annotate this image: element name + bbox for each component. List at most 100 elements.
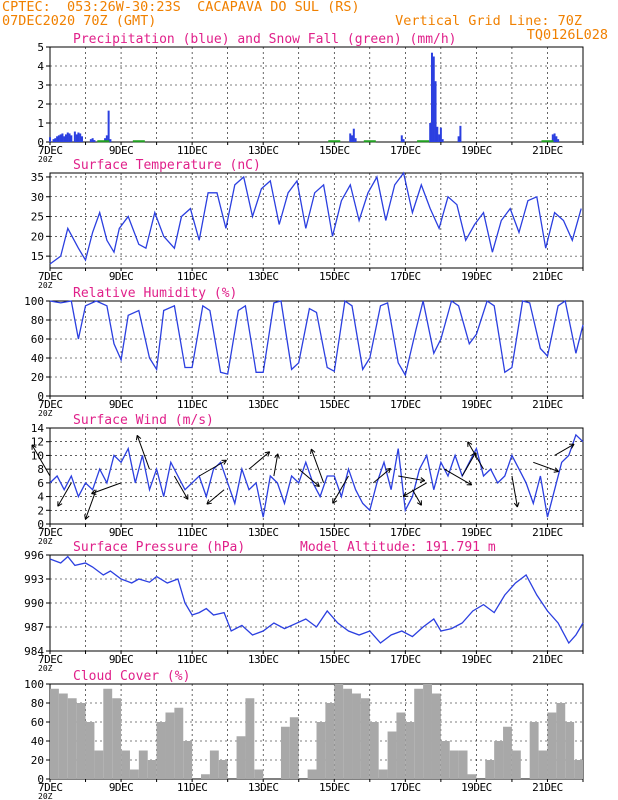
cloud-bar (511, 750, 521, 779)
precip-bar (432, 56, 435, 142)
cloud-bar (147, 760, 157, 779)
wind-arrow-head (91, 489, 96, 494)
wind-arrow (298, 468, 320, 487)
precip-ytick-label: 0 (37, 136, 44, 149)
pressure-stray-label: 20Z (38, 664, 53, 673)
cloud-bar (423, 684, 432, 779)
wind-xtick-label: 19DEC (461, 526, 492, 539)
cloud-bar (85, 722, 95, 779)
pressure-xtick-label: 13DEC (248, 653, 279, 666)
precip-ytick-label: 2 (37, 98, 44, 111)
rh-title: Relative Humidity (%) (73, 286, 237, 301)
cloud-bar (343, 688, 353, 779)
precip-bar (557, 139, 560, 142)
pressure-title: Surface Pressure (hPa) (73, 540, 245, 555)
cloud-bar (201, 774, 210, 779)
wind-arrow-head (223, 459, 227, 465)
wind-arrow-head (310, 448, 316, 453)
precip-bar (80, 136, 83, 142)
precip-xtick-label: 19DEC (461, 144, 492, 157)
temp-ytick-label: 35 (31, 171, 44, 184)
pressure-ytick-label: 987 (24, 621, 44, 634)
wind-xtick-label: 21DEC (532, 526, 563, 539)
precip-bar (349, 133, 352, 142)
precip-bar (75, 134, 78, 142)
cloud-bar (218, 760, 228, 779)
wind-ytick-label: 8 (37, 463, 44, 476)
temp-xtick-label: 15DEC (319, 270, 350, 283)
rh-xtick-label: 19DEC (461, 398, 492, 411)
precip-bar (56, 136, 59, 142)
cloud-bar (94, 750, 104, 779)
cloud-bar (396, 712, 406, 779)
cloud-bar (129, 769, 139, 779)
rh-xtick-label: 11DEC (177, 398, 208, 411)
cloud-bar (165, 712, 175, 779)
cloud-title: Cloud Cover (%) (73, 669, 190, 684)
cloud-bar (156, 722, 166, 779)
cloud-bar (360, 698, 370, 779)
cloud-bar (387, 731, 397, 779)
cloud-bar (76, 703, 86, 779)
wind-arrow-head (416, 502, 422, 506)
precip-bar (109, 139, 112, 142)
wind-arrow-head (513, 502, 518, 508)
temp-xtick-label: 19DEC (461, 270, 492, 283)
rh-ytick-label: 80 (31, 314, 44, 327)
pressure-xtick-label: 19DEC (461, 653, 492, 666)
cloud-bar (112, 698, 122, 779)
pressure-series-line (49, 555, 584, 645)
precip-bar (49, 137, 51, 142)
precip-xtick-label: 13DEC (248, 144, 279, 157)
cloud-xtick-label: 13DEC (248, 781, 279, 794)
wind-arrow-head (467, 441, 473, 445)
cloud-xtick-label: 15DEC (319, 781, 350, 794)
pressure-xtick-label: 17DEC (390, 653, 421, 666)
wind-arrow (310, 448, 325, 484)
rh-xtick-label: 9DEC (109, 398, 134, 411)
model-code: TQ0126L028 (526, 27, 608, 43)
precip-xtick-label: 7DEC (38, 144, 63, 157)
wind-arrow-head (571, 443, 575, 449)
precip-title: Precipitation (blue) and Snow Fall (gree… (73, 32, 457, 47)
pressure-subtitle: Model Altitude: 191.791 m (300, 540, 496, 555)
wind-arrow (461, 452, 477, 477)
wind-arrow (57, 482, 72, 507)
rh-ytick-label: 100 (24, 295, 44, 308)
precip-bar (89, 139, 92, 142)
precip-bar (61, 133, 64, 142)
wind-arrow-head (264, 451, 270, 454)
temp-series-line (49, 171, 582, 265)
pressure-xtick-label: 7DEC (38, 653, 63, 666)
cloud-xtick-label: 9DEC (109, 781, 134, 794)
cloud-bar (458, 750, 468, 779)
cloud-ytick-label: 80 (31, 697, 44, 710)
precip-bar (429, 123, 432, 142)
wind-ytick-label: 10 (31, 449, 44, 462)
temp-stray-label: 20Z (38, 281, 53, 290)
wind-arrow (554, 443, 575, 456)
wind-arrow-head (136, 434, 142, 439)
cloud-bar (369, 722, 379, 779)
wind-arrow-head (314, 485, 320, 487)
wind-arrow-head (332, 500, 338, 504)
cloud-bar (547, 712, 557, 779)
wind-arrow-head (385, 467, 391, 470)
temp-ytick-label: 20 (31, 230, 44, 243)
cloud-bar (467, 774, 477, 779)
cloud-bar (405, 722, 415, 779)
snow-bar (417, 140, 430, 143)
cloud-bar (58, 693, 68, 779)
precip-bar (54, 138, 57, 142)
wind-series-line (49, 433, 584, 518)
cloud-ytick-label: 20 (31, 754, 44, 767)
cloud-ytick-label: 60 (31, 716, 44, 729)
precip-bar (68, 133, 71, 142)
temp-xtick-label: 13DEC (248, 270, 279, 283)
cloud-bar (414, 688, 424, 779)
wind-arrow (467, 441, 484, 470)
wind-arrow-head (267, 451, 271, 457)
wind-arrow (273, 453, 279, 477)
cloud-bar (289, 717, 299, 779)
temp-xtick-label: 7DEC (38, 270, 63, 283)
